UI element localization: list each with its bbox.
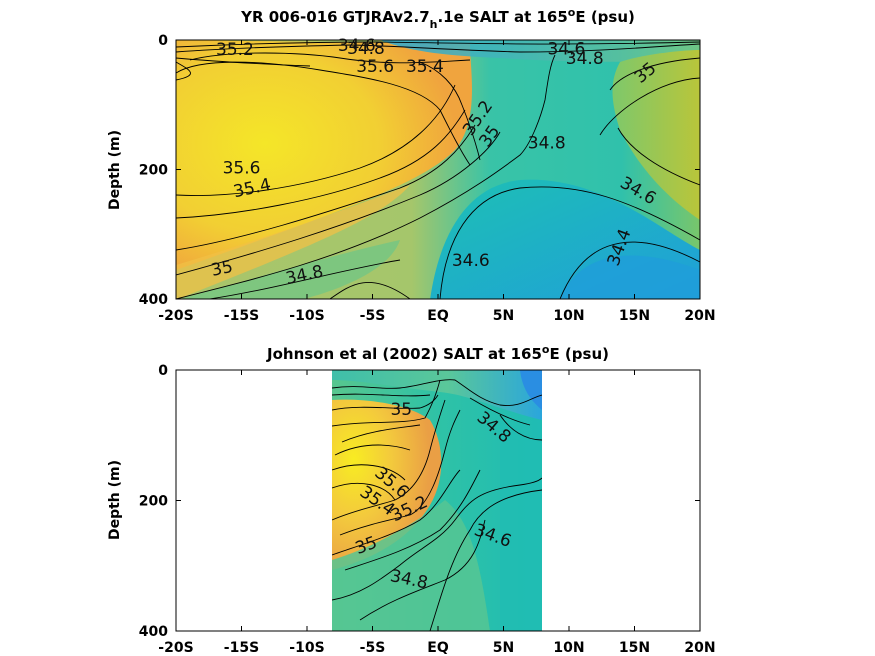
x-tick-label-bottom: -20S xyxy=(158,640,193,656)
y-axis-bottom: 0 200 400 xyxy=(139,363,700,640)
y-tick-label-bottom: 0 xyxy=(158,363,168,379)
contour-label-bottom: 35 xyxy=(390,400,412,420)
x-tick-label-top: 15N xyxy=(619,308,650,324)
x-tick-label-top: -5S xyxy=(360,308,386,324)
x-tick-label-top: -10S xyxy=(289,308,324,324)
contour-label-top: 35 xyxy=(209,257,234,281)
contour-label-top: 34.8 xyxy=(528,133,566,153)
contour-label-top: 34.8 xyxy=(566,49,604,69)
x-axis-bottom: -20S -15S -10S -5S EQ 5N 10N 15N 20N xyxy=(158,370,716,656)
x-tick-label-bottom: 15N xyxy=(619,640,650,656)
x-tick-label-top: -20S xyxy=(158,308,193,324)
x-axis-top: -20S -15S -10S -5S EQ 5N 10N 15N 20N xyxy=(158,40,716,324)
panel-top: YR 006-016 GTJRAv2.7h.1e SALT at 165oE (… xyxy=(107,6,716,324)
x-tick-label-bottom: -10S xyxy=(289,640,324,656)
y-tick-label-bottom: 400 xyxy=(139,624,168,640)
x-tick-label-top: 20N xyxy=(684,308,715,324)
contour-lines-bottom xyxy=(332,379,542,631)
y-axis-label-bottom: Depth (m) xyxy=(107,460,123,540)
x-tick-label-top: 10N xyxy=(553,308,584,324)
contour-label-top: 34.8 xyxy=(347,39,385,59)
x-tick-label-bottom: EQ xyxy=(427,640,449,656)
y-tick-label-top: 200 xyxy=(139,163,168,179)
panel-bottom: Johnson et al (2002) SALT at 165oE (psu) xyxy=(107,343,716,656)
y-tick-label-top: 0 xyxy=(158,33,168,49)
contour-label-top: 34.6 xyxy=(338,36,376,56)
contour-label-top: 34.6 xyxy=(547,39,585,59)
y-axis-label-top: Depth (m) xyxy=(107,130,123,210)
x-tick-label-bottom: 20N xyxy=(684,640,715,656)
contour-lines-top xyxy=(176,41,700,299)
contour-label-top: 35.4 xyxy=(406,57,444,77)
x-tick-label-bottom: -15S xyxy=(224,640,259,656)
x-tick-label-top: -15S xyxy=(224,308,259,324)
contour-label-top: 35.6 xyxy=(223,159,261,179)
chart-title-bottom: Johnson et al (2002) SALT at 165oE (psu) xyxy=(266,343,609,363)
x-tick-label-bottom: 5N xyxy=(493,640,514,656)
x-tick-label-top: 5N xyxy=(493,308,514,324)
chart-title-top: YR 006-016 GTJRAv2.7h.1e SALT at 165oE (… xyxy=(240,6,635,31)
y-tick-label-top: 400 xyxy=(139,292,168,308)
contour-label-top: 34.6 xyxy=(452,251,490,271)
contour-label-top: 35.2 xyxy=(216,40,254,60)
y-axis-top: 0 200 400 xyxy=(139,33,700,308)
x-tick-label-bottom: 10N xyxy=(553,640,584,656)
contour-label-top: 35.6 xyxy=(356,57,394,77)
x-tick-label-bottom: -5S xyxy=(360,640,386,656)
x-tick-label-top: EQ xyxy=(427,308,449,324)
y-tick-label-bottom: 200 xyxy=(139,494,168,510)
